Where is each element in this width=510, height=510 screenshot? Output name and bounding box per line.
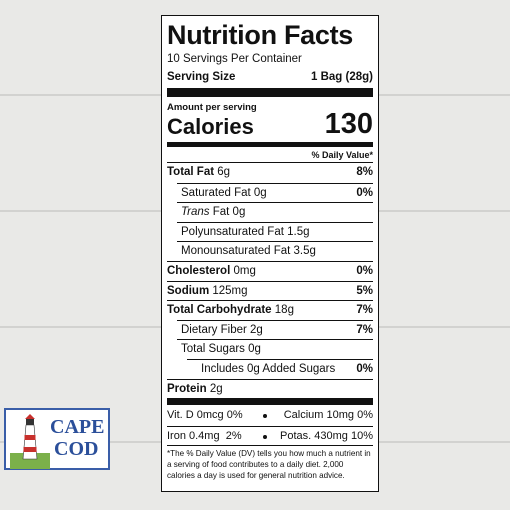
calories-label: Calories xyxy=(167,114,254,139)
vitamin-right: Potas. 430mg 10% xyxy=(280,429,373,442)
daily-value: 0% xyxy=(356,363,373,375)
daily-value: 8% xyxy=(356,166,373,178)
nutrient-label: Dietary Fiber 2g xyxy=(181,323,263,336)
calories-value: 130 xyxy=(324,108,373,140)
thick-rule xyxy=(167,398,373,406)
nutrient-row: Total Carbohydrate 18g 7% xyxy=(167,300,373,320)
vitamin-row: Vit. D 0mcg 0% Calcium 10mg 0% xyxy=(167,406,373,426)
nutrient-label-wrap: Total Fat 6g xyxy=(167,166,230,178)
vitamin-right: Calcium 10mg 0% xyxy=(283,409,373,422)
nutrient-label: Protein xyxy=(167,382,207,395)
nutrient-label-wrap: Cholesterol 0mg xyxy=(167,265,256,277)
daily-value: 7% xyxy=(356,304,373,317)
title: Nutrition Facts xyxy=(167,20,354,50)
nutrient-label: Total Sugars 0g xyxy=(181,343,261,356)
nutrient-label: Saturated Fat 0g xyxy=(181,186,267,199)
thin-rule xyxy=(167,445,373,447)
nutrient-amount: Fat 0g xyxy=(212,206,246,219)
medium-rule xyxy=(167,142,373,147)
nutrient-amount: 6g xyxy=(217,166,231,178)
servings: 10 Servings Per Container xyxy=(167,53,302,65)
nutrient-label-wrap: Sodium 125mg xyxy=(167,285,248,297)
nutrient-label-wrap: Total Carbohydrate 18g xyxy=(167,304,294,316)
daily-value: 5% xyxy=(356,284,373,297)
nutrient-row: Includes 0g Added Sugars 0% xyxy=(187,359,373,379)
nutrient-amount: 125mg xyxy=(212,284,248,297)
nutrient-label-wrap: Dietary Fiber 2g xyxy=(177,324,263,336)
nutrient-row: Protein 2g xyxy=(167,378,373,399)
nutrient-label-wrap: Includes 0g Added Sugars xyxy=(187,363,335,375)
nutrient-label: Total Carbohydrate xyxy=(167,304,272,317)
nutrient-row: Total Fat 6g 8% xyxy=(167,163,373,183)
serving-size-label: Serving Size xyxy=(167,71,236,83)
nutrient-label: Sodium xyxy=(167,284,210,297)
nutrient-row: Cholesterol 0mg 0% xyxy=(167,261,373,281)
nutrient-label: Polyunsaturated Fat 1.5g xyxy=(181,225,310,238)
nutrient-row: Monounsaturated Fat 3.5g xyxy=(177,241,373,261)
nutrient-label: Includes 0g Added Sugars xyxy=(201,363,336,375)
nutrient-row: Dietary Fiber 2g 7% xyxy=(177,319,373,340)
logo-line1: CAPE xyxy=(50,416,105,438)
nutrient-label: Cholesterol xyxy=(167,265,231,277)
amount-per-serving: Amount per serving xyxy=(167,102,257,113)
lighthouse-icon xyxy=(10,414,50,469)
logo-line2: COD xyxy=(54,438,99,460)
vitamin-left: Iron 0.4mg 2% xyxy=(167,429,242,442)
brand-logo: CAPE COD xyxy=(4,408,110,470)
daily-value: 0% xyxy=(356,186,373,199)
nutrient-row: Saturated Fat 0g 0% xyxy=(177,182,373,203)
serving-size-value: 1 Bag (28g) xyxy=(311,71,373,83)
nutrient-row: Sodium 125mg 5% xyxy=(167,280,373,301)
nutrient-label: Total Fat xyxy=(167,166,215,178)
nutrient-label-wrap: Polyunsaturated Fat 1.5g xyxy=(177,226,310,238)
separator-dot xyxy=(263,434,267,439)
nutrient-row: Total Sugars 0g xyxy=(177,339,373,359)
nutrient-label-italic: Trans xyxy=(181,206,210,219)
separator-dot xyxy=(263,414,267,419)
nutrient-label-wrap: Trans Fat 0g xyxy=(177,206,245,218)
vitamin-left: Vit. D 0mcg 0% xyxy=(167,409,243,422)
dv-header: % Daily Value* xyxy=(311,150,373,160)
nutrient-label-wrap: Protein 2g xyxy=(167,383,223,395)
vitamin-row: Iron 0.4mg 2% Potas. 430mg 10% xyxy=(167,425,373,446)
nutrient-label-wrap: Total Sugars 0g xyxy=(177,343,261,355)
daily-value: 0% xyxy=(356,265,373,277)
nutrient-row: Polyunsaturated Fat 1.5g xyxy=(177,221,373,242)
thin-rule xyxy=(167,162,373,163)
nutrition-panel: Nutrition Facts 10 Servings Per Containe… xyxy=(161,15,379,492)
footnote: *The % Daily Value (DV) tells you how mu… xyxy=(167,449,371,481)
nutrient-label-wrap: Monounsaturated Fat 3.5g xyxy=(177,245,316,257)
nutrient-amount: 0mg xyxy=(233,265,256,277)
nutrient-amount: 18g xyxy=(274,304,294,317)
daily-value: 7% xyxy=(356,323,373,336)
nutrient-row: Trans Fat 0g xyxy=(177,202,373,222)
thick-rule xyxy=(167,88,373,97)
nutrient-amount: 2g xyxy=(209,382,223,395)
nutrient-label: Monounsaturated Fat 3.5g xyxy=(181,245,316,258)
nutrient-label-wrap: Saturated Fat 0g xyxy=(177,187,267,199)
